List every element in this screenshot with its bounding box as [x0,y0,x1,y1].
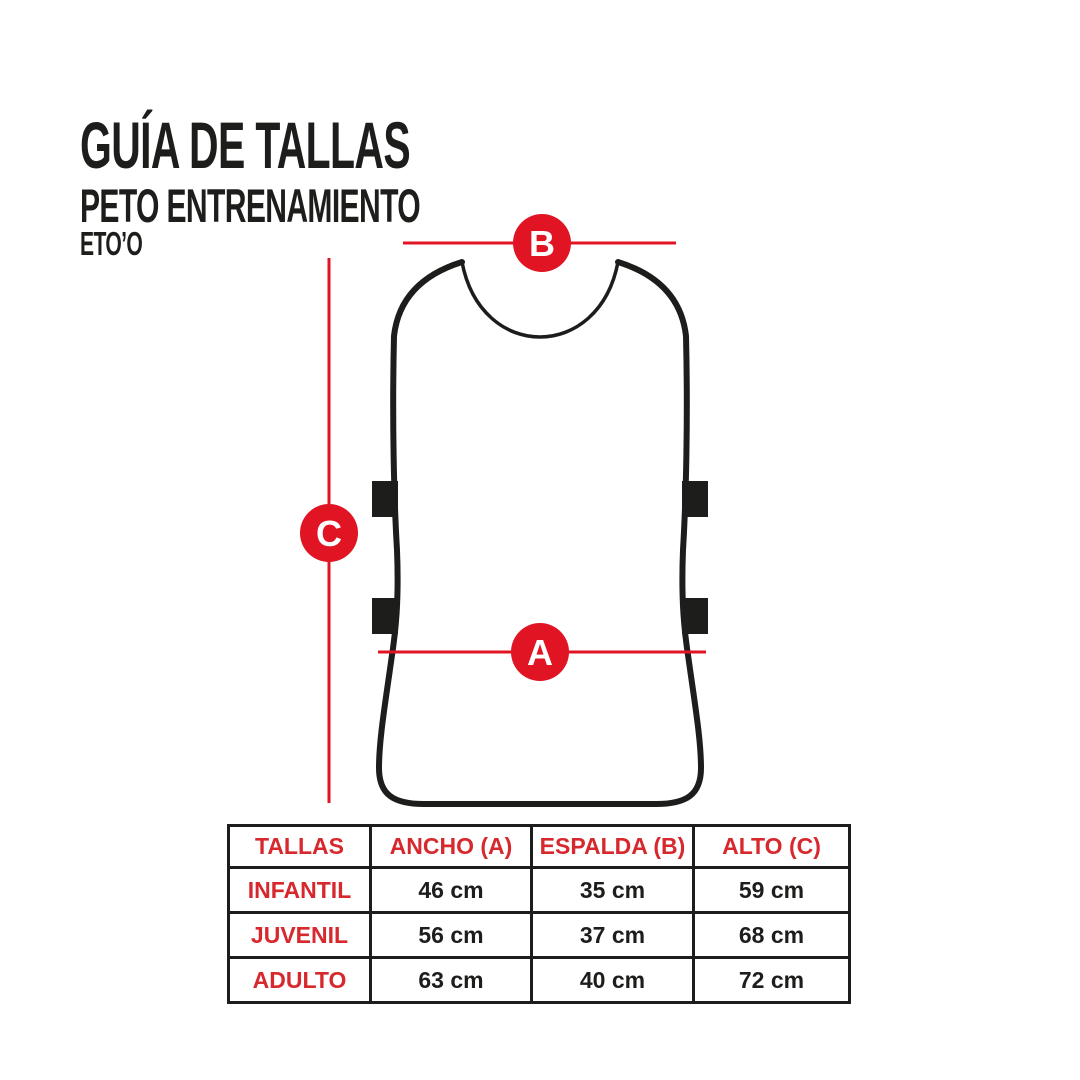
side-strap-right-top [682,481,708,517]
size-name-cell: JUVENIL [227,911,372,959]
size-table: TALLAS ANCHO (A) ESPALDA (B) ALTO (C) IN… [227,824,851,1004]
side-strap-left-bottom [372,598,398,634]
size-name-cell: ADULTO [227,956,372,1004]
size-name-cell: INFANTIL [227,866,372,914]
neckline-icon [460,260,620,339]
size-value-cell: 56 cm [369,911,533,959]
measure-badge-b [513,214,571,272]
page-title: GUÍA DE TALLAS [80,108,411,182]
table-row-infantil: INFANTIL 46 cm 35 cm 59 cm [227,866,851,914]
measure-label-c: C [316,513,342,554]
col-header-espalda: ESPALDA (B) [530,824,695,869]
side-strap-right-bottom [682,598,708,634]
product-model: ETO’O [80,225,143,262]
col-header-ancho: ANCHO (A) [369,824,533,869]
col-header-tallas: TALLAS [227,824,372,869]
measure-label-b: B [529,223,555,264]
size-value-cell: 72 cm [692,956,851,1004]
table-header-row: TALLAS ANCHO (A) ESPALDA (B) ALTO (C) [227,824,851,869]
size-value-cell: 46 cm [369,866,533,914]
page-subtitle: PETO ENTRENAMIENTO [80,179,421,232]
size-value-cell: 37 cm [530,911,695,959]
size-value-cell: 68 cm [692,911,851,959]
size-value-cell: 63 cm [369,956,533,1004]
measure-label-a: A [527,632,553,673]
size-value-cell: 59 cm [692,866,851,914]
measure-badge-a [511,623,569,681]
table-row-juvenil: JUVENIL 56 cm 37 cm 68 cm [227,911,851,959]
col-header-alto: ALTO (C) [692,824,851,869]
size-value-cell: 35 cm [530,866,695,914]
table-row-adulto: ADULTO 63 cm 40 cm 72 cm [227,956,851,1004]
size-value-cell: 40 cm [530,956,695,1004]
measure-badge-c [300,504,358,562]
side-strap-left-top [372,481,398,517]
vest-outline-icon [376,259,704,807]
